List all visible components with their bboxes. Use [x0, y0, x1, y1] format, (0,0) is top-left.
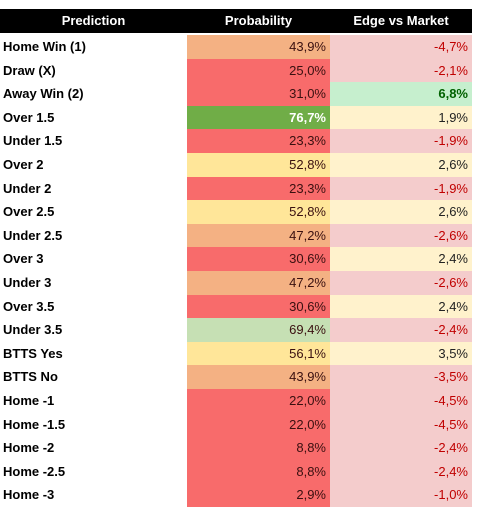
row-label: Away Win (2): [3, 86, 84, 102]
row-label: Under 3: [3, 275, 52, 290]
edge-cell: -2,6%: [330, 271, 472, 295]
edge-cell: 2,4%: [330, 294, 472, 319]
row-label: Over 2: [3, 157, 44, 172]
probability-cell: 25,0%: [187, 58, 330, 83]
column-header: Edge vs Market: [330, 9, 472, 33]
probability-cell: 30,6%: [187, 294, 330, 319]
row-label: BTTS Yes: [3, 345, 63, 361]
probability-cell: 56,1%: [187, 341, 330, 366]
probability-cell: 22,0%: [187, 389, 330, 413]
edge-cell: 1,9%: [330, 105, 472, 130]
edge-cell: -2,4%: [330, 459, 472, 484]
row-label: Home -2.5: [3, 463, 66, 479]
row-label: Over 3.5: [3, 298, 55, 314]
probability-cell: 43,9%: [187, 35, 330, 59]
edge-cell: -2,4%: [330, 318, 472, 342]
edge-cell: 2,6%: [330, 200, 472, 224]
row-label: Under 3.5: [3, 322, 63, 338]
edge-cell: -2,4%: [330, 436, 472, 460]
row-label: Over 1.5: [3, 109, 55, 125]
probability-cell: 52,8%: [187, 153, 330, 177]
row-label: Under 2: [3, 180, 52, 196]
edge-cell: -4,5%: [330, 389, 472, 413]
probability-cell: 76,7%: [187, 105, 330, 130]
edge-cell: 3,5%: [330, 341, 472, 366]
edge-cell: -4,5%: [330, 412, 472, 437]
edge-cell: -1,0%: [330, 483, 472, 507]
edge-cell: -3,5%: [330, 365, 472, 390]
probability-cell: 8,8%: [187, 459, 330, 484]
probability-cell: 47,2%: [187, 223, 330, 248]
probability-cell: 2,9%: [187, 483, 330, 507]
edge-cell: -4,7%: [330, 35, 472, 59]
edge-cell: -2,6%: [330, 223, 472, 248]
row-label: Draw (X): [3, 62, 56, 78]
edge-cell: -1,9%: [330, 129, 472, 154]
edge-cell: 2,4%: [330, 247, 472, 272]
edge-cell: 6,8%: [330, 82, 472, 106]
probability-cell: 23,3%: [187, 176, 330, 201]
probability-cell: 43,9%: [187, 365, 330, 390]
probability-cell: 31,0%: [187, 82, 330, 106]
column-header: Prediction: [0, 9, 187, 33]
probability-cell: 22,0%: [187, 412, 330, 437]
row-label: Over 3: [3, 251, 44, 267]
edge-cell: -2,1%: [330, 58, 472, 83]
probability-cell: 30,6%: [187, 247, 330, 272]
probability-cell: 52,8%: [187, 200, 330, 224]
probability-cell: 8,8%: [187, 436, 330, 460]
edge-cell: 2,6%: [330, 153, 472, 177]
probability-cell: 69,4%: [187, 318, 330, 342]
row-label: BTTS No: [3, 369, 58, 385]
row-label: Home -2: [3, 440, 55, 456]
column-header: Probability: [187, 9, 330, 33]
row-label: Home -1.5: [3, 416, 66, 432]
row-label: Home -1: [3, 393, 55, 408]
row-label: Under 2.5: [3, 227, 63, 243]
row-label: Home Win (1): [3, 39, 86, 54]
probability-cell: 47,2%: [187, 271, 330, 295]
row-label: Under 1.5: [3, 133, 63, 149]
row-label: Over 2.5: [3, 204, 55, 220]
row-label: Home -3: [3, 487, 55, 503]
edge-cell: -1,9%: [330, 176, 472, 201]
probability-cell: 23,3%: [187, 129, 330, 154]
